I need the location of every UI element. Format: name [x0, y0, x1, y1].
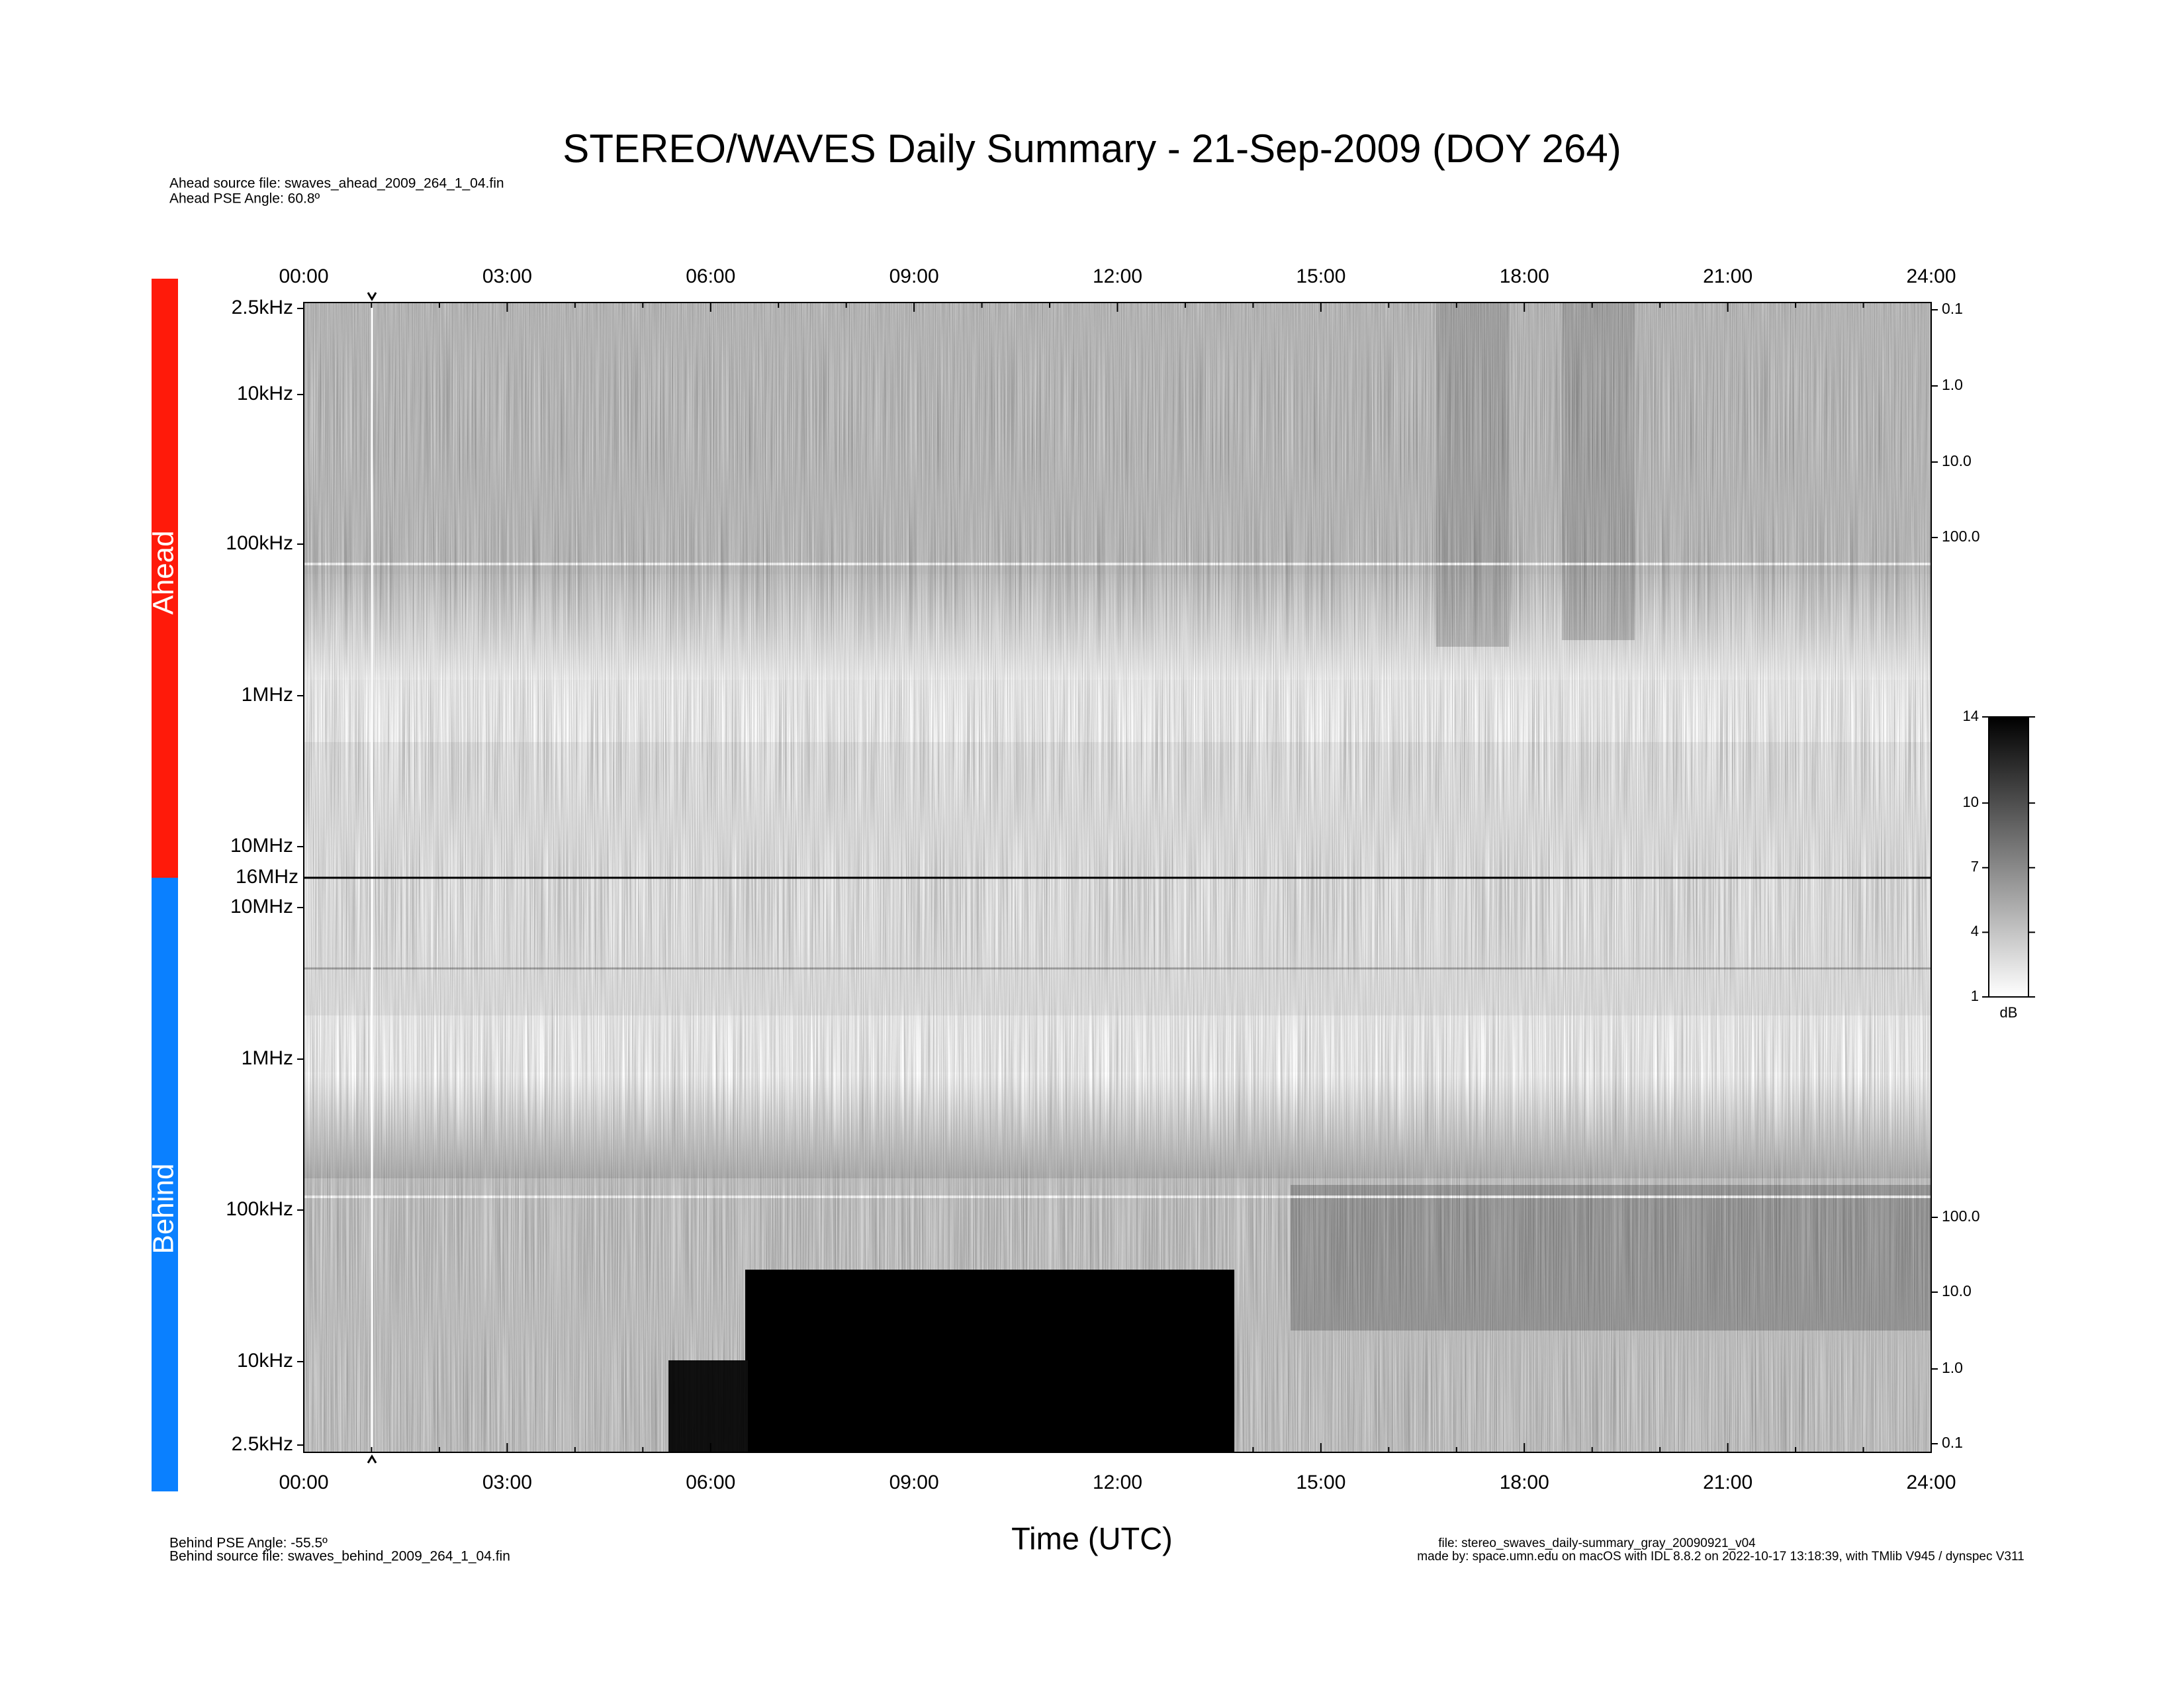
footer-note: file: stereo_swaves_daily-summary_gray_2… — [1438, 1536, 1756, 1550]
x-tick-label: 15:00 — [1296, 265, 1345, 287]
y-tick-label: 100kHz — [226, 1198, 293, 1220]
x-tick-label: 18:00 — [1500, 265, 1549, 287]
y2-tick-label: 1.0 — [1942, 376, 1963, 393]
panel-label: Behind — [148, 1163, 180, 1254]
y2-tick-label: 0.1 — [1942, 1434, 1963, 1451]
header-note: Ahead PSE Angle: 60.8º — [169, 191, 320, 207]
x-tick-label: 06:00 — [686, 1472, 735, 1493]
colorbar-tick-label: 10 — [1963, 794, 1979, 810]
x-tick-label: 24:00 — [1906, 1472, 1956, 1493]
x-tick-label: 00:00 — [279, 265, 328, 287]
colorbar-unit: dB — [2000, 1004, 2018, 1021]
x-tick-label: 09:00 — [889, 1472, 939, 1493]
x-tick-label: 18:00 — [1500, 1472, 1549, 1493]
footer-note: Behind PSE Angle: -55.5º — [169, 1536, 328, 1551]
y-tick-label: 10kHz — [237, 383, 293, 404]
y2-tick-label: 10.0 — [1942, 1282, 1972, 1299]
y2-tick-label: 100.0 — [1942, 528, 1980, 545]
x-tick-label: 03:00 — [482, 1472, 532, 1493]
y-tick-label: 10MHz — [230, 896, 293, 917]
y2-tick-label: 1.0 — [1942, 1359, 1963, 1376]
x-tick-label: 15:00 — [1296, 1472, 1345, 1493]
y2-tick-label: 10.0 — [1942, 452, 1972, 469]
footer-note: Behind source file: swaves_behind_2009_2… — [169, 1549, 510, 1564]
y-tick-label: 1MHz — [242, 1047, 293, 1069]
x-tick-label: 00:00 — [279, 1472, 328, 1493]
x-tick-label: 21:00 — [1703, 265, 1752, 287]
y2-tick-label: 100.0 — [1942, 1207, 1980, 1225]
header-note: Ahead source file: swaves_ahead_2009_264… — [169, 176, 504, 191]
x-tick-label: 06:00 — [686, 265, 735, 287]
x-tick-label: 12:00 — [1093, 1472, 1142, 1493]
panel-label: Ahead — [148, 530, 180, 614]
y-tick-label: 10MHz — [230, 835, 293, 857]
marker-bottom — [367, 1454, 377, 1464]
marker-top — [367, 292, 377, 301]
colorbar-tick-label: 14 — [1963, 708, 1979, 724]
colorbar-tick-label: 1 — [1971, 988, 1979, 1004]
y-tick-label: 100kHz — [226, 532, 293, 554]
panel-bar — [152, 878, 178, 1491]
x-tick-label: 03:00 — [482, 265, 532, 287]
y2-tick-label: 0.1 — [1942, 300, 1963, 317]
panel-bar — [152, 279, 178, 878]
y-tick-label: 2.5kHz — [232, 297, 293, 318]
x-tick-label: 12:00 — [1093, 265, 1142, 287]
colorbar — [1988, 716, 2029, 998]
footer-note: made by: space.umn.edu on macOS with IDL… — [1417, 1550, 2024, 1564]
x-tick-label: 21:00 — [1703, 1472, 1752, 1493]
spectrogram — [304, 303, 1931, 1452]
y-tick-label: 1MHz — [242, 684, 293, 706]
colorbar-tick-label: 7 — [1971, 859, 1979, 875]
x-tick-label: 24:00 — [1906, 265, 1956, 287]
y-tick-label: 10kHz — [237, 1350, 293, 1372]
y-tick-label: 2.5kHz — [232, 1433, 293, 1455]
x-axis-label: Time (UTC) — [1011, 1521, 1173, 1556]
x-tick-label: 09:00 — [889, 265, 939, 287]
colorbar-tick-label: 4 — [1971, 923, 1979, 939]
title: STEREO/WAVES Daily Summary - 21-Sep-2009… — [563, 126, 1621, 171]
boundary-label: 16MHz — [236, 866, 298, 888]
